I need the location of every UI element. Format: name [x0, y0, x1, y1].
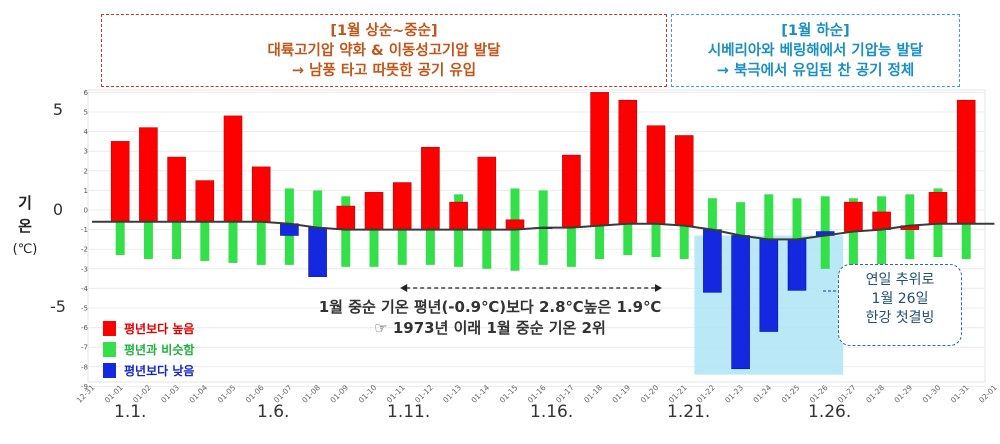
normal-range-bar-01-27 [848, 198, 858, 273]
mid-january-range-arrow [400, 284, 662, 292]
y-tick-label: 4 [84, 128, 89, 136]
normal-range-bar-01-11 [397, 198, 407, 265]
x-date-label-1-1: 1.1. [114, 402, 147, 422]
x-date-label-1-26: 1.26. [808, 402, 852, 422]
legend-item-below-normal: 평년보다 낮음 [103, 360, 194, 380]
temperature-bar-01-27 [844, 201, 863, 232]
y-major-tick-5: 5 [52, 100, 64, 119]
temperature-bar-01-23 [731, 235, 750, 370]
y-tick-label: -4 [81, 285, 89, 293]
temperature-bar-01-15 [505, 219, 525, 230]
header-left-line2: 대륙고기압 약화 & 이동성고기압 발달 [267, 43, 501, 59]
y-tick-label: 2 [84, 167, 88, 175]
legend-swatch-green [103, 341, 116, 357]
header-right-box: [1월 하순] 시베리아와 베링해에서 기압능 발달 → 북극에서 유입된 찬 … [671, 14, 960, 87]
y-major-tick-0: 0 [52, 200, 64, 219]
y-tick-label: -6 [81, 324, 89, 332]
x-date-label-1-11: 1.11. [387, 402, 431, 422]
normal-range-bar-01-10 [369, 196, 379, 267]
arrow-head-right [655, 284, 662, 292]
temperature-bar-01-28 [872, 211, 891, 230]
temperature-bar-01-09 [336, 205, 356, 230]
legend-item-above-normal: 평년보다 높음 [103, 318, 194, 338]
temperature-bar-01-30 [928, 192, 948, 225]
y-tick-label: 0 [84, 207, 88, 215]
y-tick-label: 5 [84, 109, 88, 117]
legend-label-near-normal: 평년과 비슷함 [124, 342, 195, 357]
temperature-bar-01-18 [590, 92, 609, 226]
annotation-line2: ☞ 1973년 이래 1월 중순 기온 2위 [374, 319, 606, 337]
temperature-bar-01-03 [167, 156, 186, 223]
han-river-freeze-callout: 연일 추위로 1월 26일 한강 첫결빙 [838, 264, 962, 346]
temperature-bar-01-02 [139, 127, 158, 223]
temperature-bar-01-08 [308, 227, 327, 277]
header-right-line2: 시베리아와 베링해에서 기압능 발달 [707, 43, 924, 59]
legend-swatch-blue [103, 362, 116, 378]
y-major-tick-minus5: -5 [50, 297, 66, 316]
temperature-bar-01-11 [392, 182, 412, 230]
callout-line3: 한강 첫결빙 [865, 310, 935, 326]
y-tick-label: -3 [81, 265, 88, 273]
mid-january-annotation: 1월 중순 기온 평년(-0.9℃)보다 2.8℃높은 1.9℃ ☞ 1973년… [270, 297, 710, 339]
y-tick-label: -7 [81, 344, 88, 352]
y-tick-label: -2 [81, 246, 88, 254]
x-date-label-1-21: 1.21. [667, 402, 711, 422]
legend-label-above-normal: 평년보다 높음 [124, 321, 195, 336]
x-date-label-1-16: 1.16. [530, 402, 574, 422]
temperature-bar-01-17 [562, 154, 581, 228]
temperature-bar-01-04 [195, 180, 215, 223]
y-tick-label: 3 [84, 148, 88, 156]
y-axis-title: 기 온 (℃) [10, 192, 40, 261]
y-minor-ticks: 6 5 4 3 2 1 0 -1 -2 -3 -4 -5 -6 -7 -8 -9 [81, 89, 89, 391]
arrow-head-left [400, 284, 408, 292]
normal-range-bar-01-17 [566, 192, 576, 267]
y-tick-label: -5 [81, 305, 88, 313]
header-left-line1: [1월 상순~중순] [330, 23, 438, 39]
callout-line2: 1월 26일 [871, 291, 929, 307]
temperature-bar-01-22 [703, 229, 722, 293]
y-axis-title-unit: (℃) [12, 242, 38, 257]
temperature-bar-01-05 [223, 115, 243, 223]
temperature-bar-01-25 [787, 239, 807, 291]
legend-label-below-normal: 평년보다 낮음 [124, 363, 195, 378]
temperature-bars [110, 92, 976, 370]
legend: 평년보다 높음 평년과 비슷함 평년보다 낮음 [103, 318, 194, 381]
y-tick-label: -9 [81, 383, 88, 391]
normal-range-bar-01-09 [341, 196, 351, 267]
normal-range-bar-01-06 [256, 188, 266, 265]
temperature-bar-01-06 [251, 166, 271, 223]
y-tick-label: 1 [84, 187, 88, 195]
temperature-bar-01-14 [477, 156, 497, 230]
temperature-bar-01-13 [449, 201, 468, 230]
y-axis-title-1: 기 [18, 194, 32, 212]
header-left-box: [1월 상순~중순] 대륙고기압 약화 & 이동성고기압 발달 → 남풍 타고 … [101, 14, 667, 87]
header-left-line3: → 남풍 타고 따뜻한 공기 유입 [291, 63, 477, 79]
callout-line1: 연일 추위로 [865, 272, 935, 288]
temperature-bar-01-12 [421, 146, 440, 230]
temperature-bar-01-24 [759, 239, 779, 332]
y-tick-label: 6 [84, 89, 89, 97]
normal-range-bar-01-24 [764, 194, 774, 281]
legend-swatch-red [103, 320, 116, 336]
x-date-label-1-6: 1.6. [257, 402, 290, 422]
temperature-bar-01-21 [674, 135, 694, 226]
normal-range-bar-01-05 [228, 188, 238, 263]
normal-range-bar-01-02 [143, 188, 153, 259]
temperature-bar-01-01 [110, 141, 130, 223]
header-right-line3: → 북극에서 유입된 찬 공기 정체 [716, 63, 915, 79]
normal-temperature-line [92, 220, 995, 241]
y-axis-title-2: 온 [18, 217, 32, 235]
normal-range-bar-01-25 [792, 198, 802, 277]
legend-item-near-normal: 평년과 비슷함 [103, 339, 194, 359]
annotation-line1: 1월 중순 기온 평년(-0.9℃)보다 2.8℃높은 1.9℃ [318, 298, 662, 316]
temperature-bar-01-31 [956, 99, 976, 225]
temperature-bar-01-20 [646, 125, 666, 225]
temperature-bar-01-10 [364, 192, 384, 230]
y-tick-label: -8 [81, 363, 88, 371]
header-right-line1: [1월 하순] [781, 23, 850, 39]
y-tick-label: -1 [81, 226, 88, 234]
temperature-bar-01-19 [618, 99, 638, 225]
